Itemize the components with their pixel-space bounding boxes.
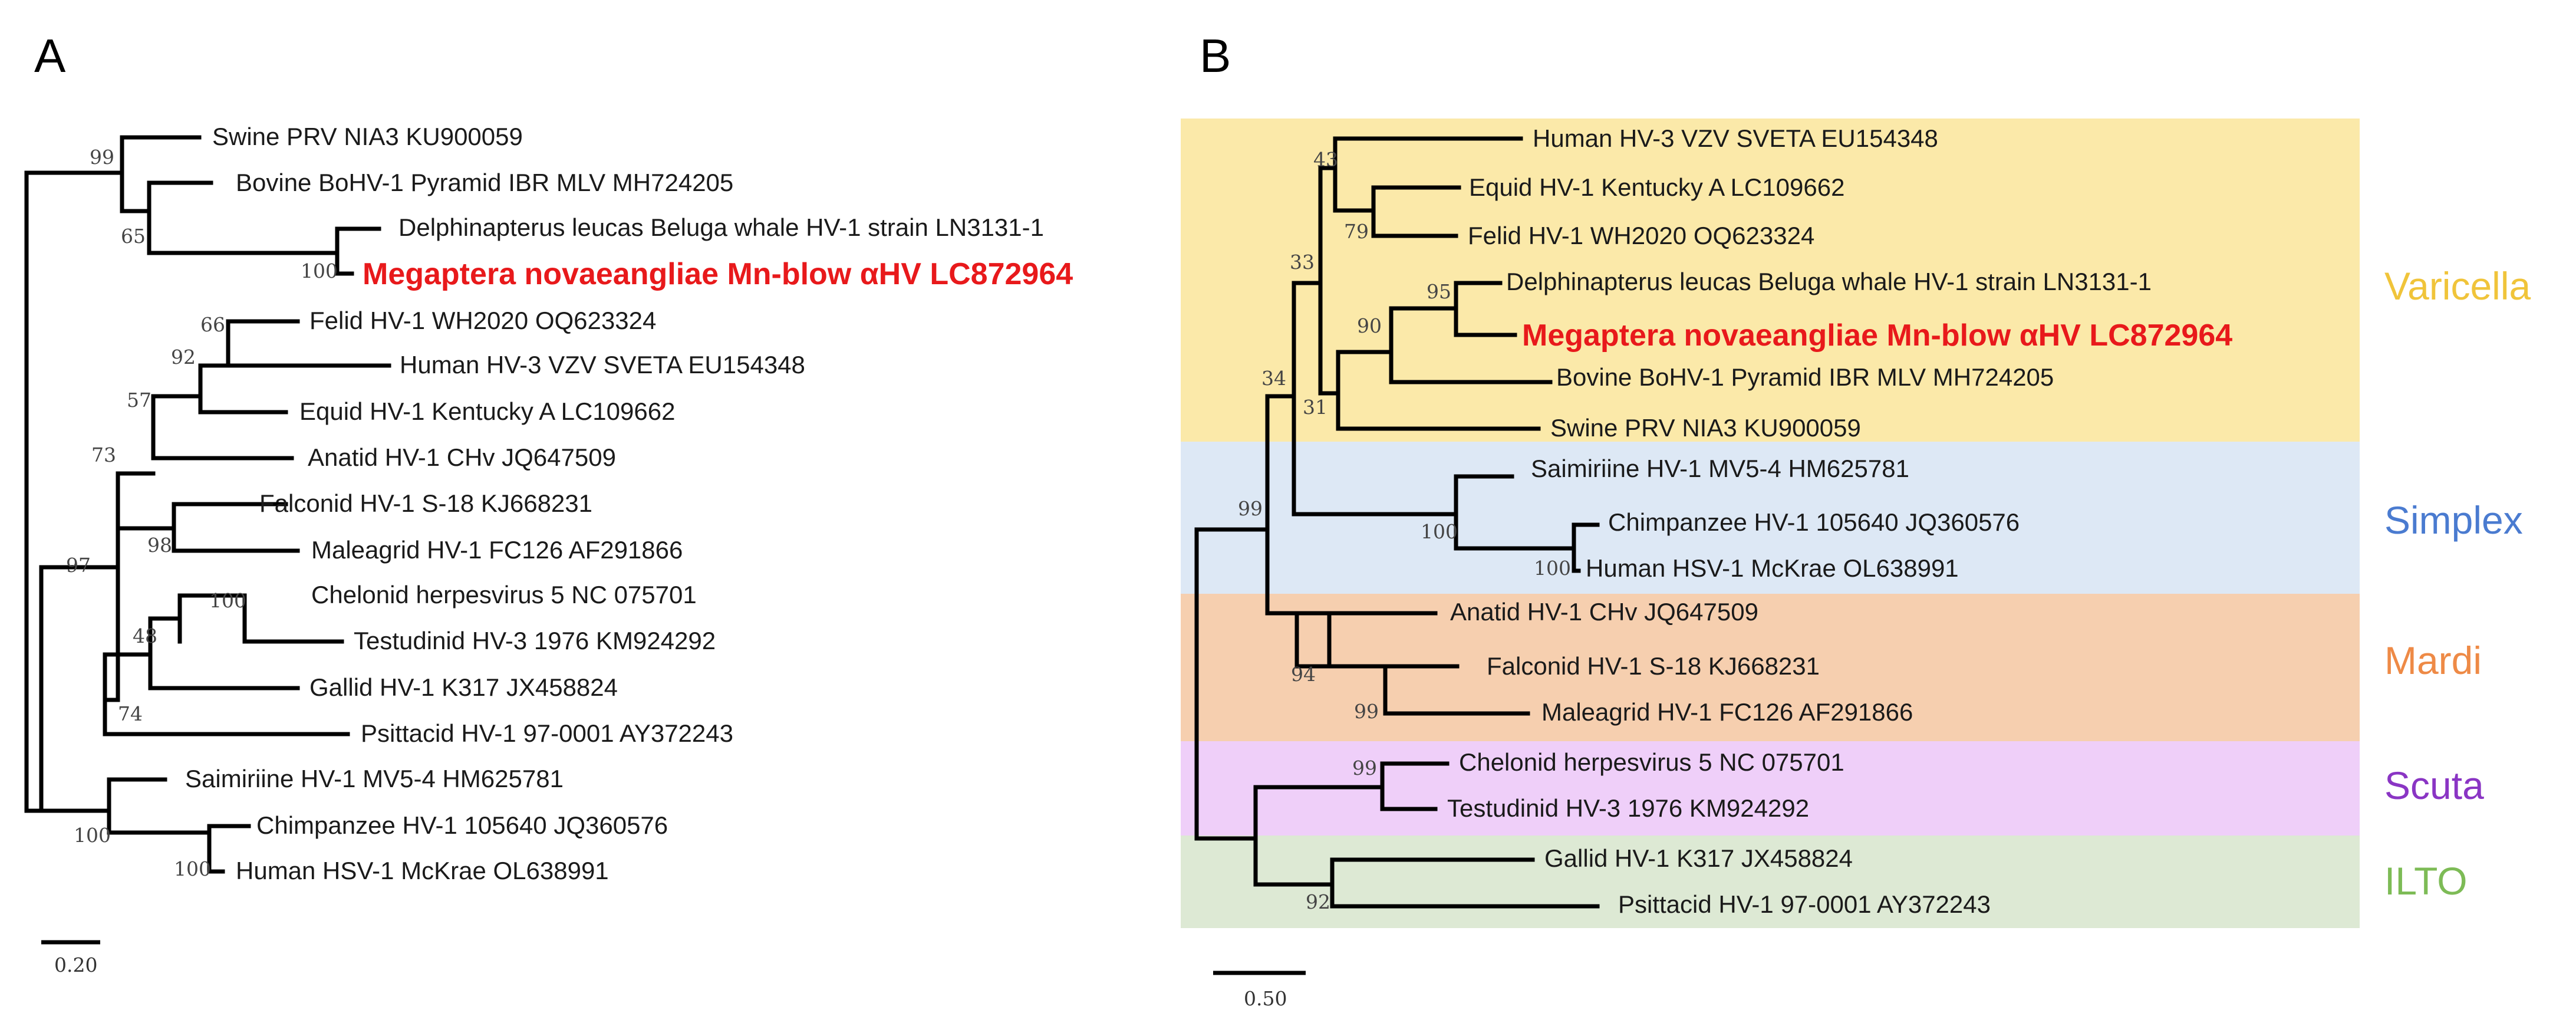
bootstrap-a-7: 73 [91,443,116,466]
bootstrap-b-8: 100 [1421,520,1458,543]
tip-b-5-highlight: Megaptera novaeangliae Mn-blow αHV LC872… [1522,318,2232,353]
bootstrap-a-5: 92 [171,346,196,369]
tip-a-5: Felid HV-1 WH2020 OQ623324 [309,307,656,334]
bootstrap-b-11: 94 [1291,663,1316,686]
bootstrap-b-12: 99 [1354,700,1379,723]
tip-a-9: Falconid HV-1 S-18 KJ668231 [259,489,592,517]
tree-b-tips: Human HV-3 VZV SVETA EU154348 Equid HV-1… [1447,124,2232,918]
tip-a-17: Human HSV-1 McKrae OL638991 [236,857,609,884]
bootstrap-a-12: 74 [118,702,143,725]
panel-label-b: B [1200,29,1231,82]
tip-b-12: Falconid HV-1 S-18 KJ668231 [1487,652,1820,680]
tip-b-2: Equid HV-1 Kentucky A LC109662 [1469,173,1844,201]
tree-a-bootstraps: 99 65 100 66 92 57 73 98 97 100 48 74 10… [66,146,338,880]
tip-b-11: Anatid HV-1 CHv JQ647509 [1450,598,1758,626]
clade-label-simplex: Simplex [2384,498,2523,542]
bootstrap-a-2: 65 [121,225,146,248]
bootstrap-a-14: 100 [174,857,211,880]
clade-label-scuta: Scuta [2384,764,2484,807]
tree-a-tips: Swine PRV NIA3 KU900059 Bovine BoHV-1 Py… [185,123,1073,884]
tree-b-bootstraps: 43 79 33 95 90 31 34 100 100 99 94 99 99… [1238,148,1571,913]
scale-label-b: 0.50 [1244,987,1287,1010]
bootstrap-a-9: 97 [66,554,91,577]
clade-backgrounds [1181,119,2360,928]
tip-b-6: Bovine BoHV-1 Pyramid IBR MLV MH724205 [1556,363,2054,391]
tip-a-13: Gallid HV-1 K317 JX458824 [309,673,618,701]
bootstrap-a-3: 100 [301,259,338,282]
simplex-band [1181,442,2360,594]
clade-labels: Varicella Simplex Mardi Scuta ILTO [2384,264,2531,903]
bootstrap-b-3: 33 [1290,251,1315,274]
bootstrap-b-4: 95 [1427,280,1451,303]
tip-b-4: Delphinapterus leucas Beluga whale HV-1 … [1506,268,2152,295]
bootstrap-b-13: 99 [1352,757,1377,780]
tip-b-9: Chimpanzee HV-1 105640 JQ360576 [1608,508,2020,536]
bootstrap-b-10: 99 [1238,497,1263,520]
bootstrap-a-10: 100 [209,589,246,612]
tip-b-7: Swine PRV NIA3 KU900059 [1550,414,1861,442]
bootstrap-b-1: 43 [1313,148,1338,171]
bootstrap-a-11: 48 [133,624,157,647]
panel-label-a: A [34,29,66,82]
bootstrap-a-1: 99 [90,146,114,169]
clade-label-ilto: ILTO [2384,859,2468,903]
bootstrap-b-2: 79 [1344,220,1369,243]
tree-b: Human HV-3 VZV SVETA EU154348 Equid HV-1… [1194,124,2531,1010]
clade-label-mardi: Mardi [2384,639,2482,682]
tip-a-15: Saimiriine HV-1 MV5-4 HM625781 [185,765,564,792]
tree-b-branches [1194,136,1600,909]
tree-a: Swine PRV NIA3 KU900059 Bovine BoHV-1 Py… [24,123,1073,976]
tip-b-3: Felid HV-1 WH2020 OQ623324 [1468,222,1814,249]
tip-a-8: Anatid HV-1 CHv JQ647509 [308,443,616,471]
tip-b-17: Psittacid HV-1 97-0001 AY372243 [1618,890,1991,918]
tip-b-15: Testudinid HV-3 1976 KM924292 [1447,794,1809,822]
bootstrap-b-5: 90 [1357,314,1382,337]
tip-a-11: Chelonid herpesvirus 5 NC 075701 [311,581,697,609]
clade-label-varicella: Varicella [2384,264,2531,308]
tip-b-16: Gallid HV-1 K317 JX458824 [1544,844,1853,872]
scale-label-a: 0.20 [54,953,97,976]
bootstrap-b-7: 34 [1261,367,1286,390]
bootstrap-b-6: 31 [1303,396,1327,419]
tip-b-10: Human HSV-1 McKrae OL638991 [1586,554,1959,582]
tip-a-16: Chimpanzee HV-1 105640 JQ360576 [256,811,668,839]
tree-a-branches [24,135,391,874]
tip-a-4-highlight: Megaptera novaeangliae Mn-blow αHV LC872… [363,257,1073,291]
tip-b-13: Maleagrid HV-1 FC126 AF291866 [1541,698,1913,726]
tip-a-3: Delphinapterus leucas Beluga whale HV-1 … [398,213,1044,241]
tip-a-1: Swine PRV NIA3 KU900059 [212,123,523,150]
bootstrap-a-13: 100 [74,824,111,847]
tip-a-6: Human HV-3 VZV SVETA EU154348 [400,351,805,379]
varicella-band [1181,119,2360,442]
bootstrap-b-14: 92 [1306,890,1330,913]
tip-b-14: Chelonid herpesvirus 5 NC 075701 [1459,748,1844,776]
tip-a-14: Psittacid HV-1 97-0001 AY372243 [361,719,733,747]
bootstrap-a-4: 66 [200,313,225,336]
tip-b-8: Saimiriine HV-1 MV5-4 HM625781 [1531,455,1909,482]
scale-bar-b: 0.50 [1213,971,1306,1010]
scale-bar-a: 0.20 [41,940,100,976]
tip-b-1: Human HV-3 VZV SVETA EU154348 [1533,124,1938,152]
tip-a-10: Maleagrid HV-1 FC126 AF291866 [311,536,683,564]
bootstrap-b-9: 100 [1534,557,1571,580]
bootstrap-a-8: 98 [147,534,172,557]
tip-a-2: Bovine BoHV-1 Pyramid IBR MLV MH724205 [236,169,733,196]
tip-a-12: Testudinid HV-3 1976 KM924292 [354,627,716,655]
ilto-band [1181,836,2360,928]
bootstrap-a-6: 57 [127,389,151,412]
tip-a-7: Equid HV-1 Kentucky A LC109662 [299,397,675,425]
